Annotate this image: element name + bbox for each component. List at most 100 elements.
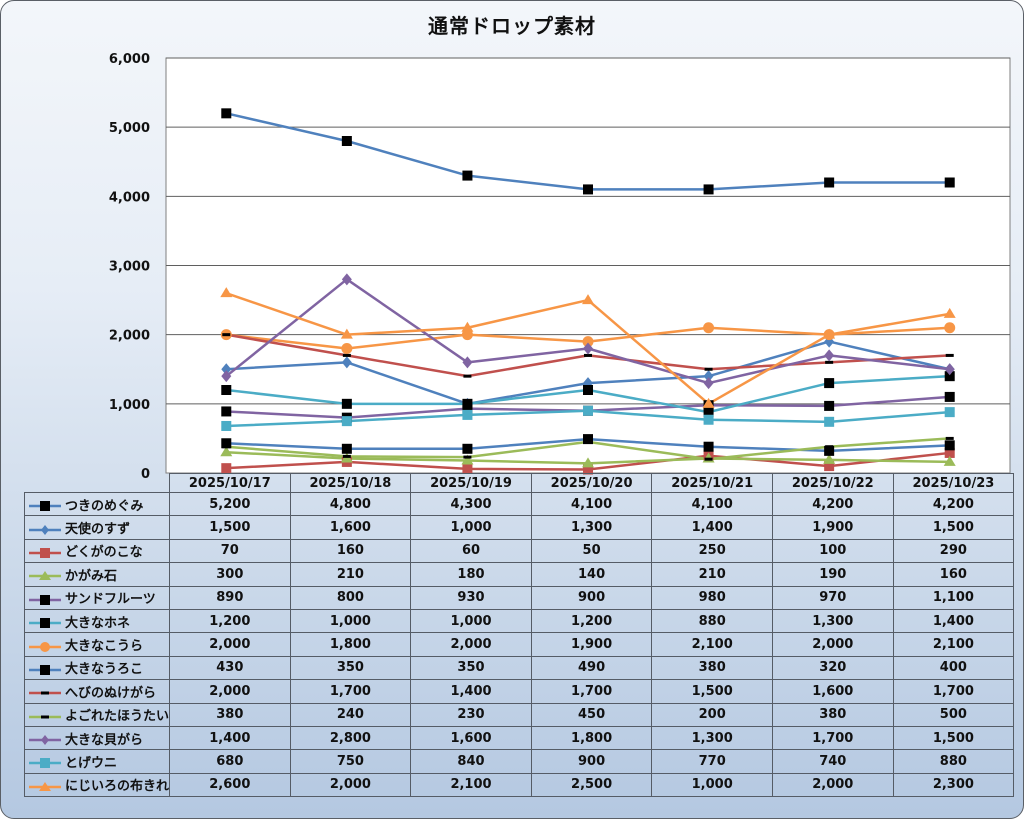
data-point xyxy=(824,378,835,389)
data-point xyxy=(583,464,593,475)
table-cell: 930 xyxy=(410,585,532,610)
table-cell: 1,300 xyxy=(651,725,773,751)
table-cell: 490 xyxy=(530,655,653,681)
legend-entry: かがみ石 xyxy=(23,562,171,587)
legend-key-icon xyxy=(29,571,61,581)
table-cell: 250 xyxy=(651,538,773,564)
data-point xyxy=(703,407,714,418)
table-cell: 4,800 xyxy=(289,491,412,517)
data-point xyxy=(221,108,232,119)
data-point xyxy=(824,349,835,362)
data-point xyxy=(461,321,474,332)
series-name: にじいろの布きれ xyxy=(65,779,170,795)
data-point xyxy=(824,177,835,188)
table-cell: 2,100 xyxy=(651,632,773,657)
table-cell: 1,000 xyxy=(410,608,532,634)
table-cell: 1,200 xyxy=(530,608,653,634)
y-tick-label: 1,000 xyxy=(109,398,150,413)
table-cell: 680 xyxy=(169,749,291,774)
data-point xyxy=(341,443,352,454)
legend-key-icon xyxy=(29,781,61,791)
data-point xyxy=(703,441,714,452)
legend-entry: 天使のすず xyxy=(23,515,171,540)
data-point xyxy=(340,328,353,339)
x-tick-label: 2025/10/23 xyxy=(892,473,1015,493)
table-cell: 1,500 xyxy=(892,515,1015,540)
data-point xyxy=(944,371,955,382)
data-point xyxy=(824,400,835,411)
data-point xyxy=(703,322,715,334)
table-cell: 1,700 xyxy=(289,679,412,704)
legend-key-icon xyxy=(29,547,61,558)
legend-key-icon xyxy=(29,691,61,695)
table-cell: 300 xyxy=(169,562,291,587)
data-point xyxy=(341,273,352,286)
data-point xyxy=(824,461,835,472)
data-point xyxy=(341,416,352,427)
table-cell: 1,900 xyxy=(530,632,653,657)
table-cell: 1,000 xyxy=(410,515,532,540)
data-table: 2025/10/17 2025/10/18 2025/10/19 2025/10/20… xyxy=(23,473,1015,798)
data-point xyxy=(825,360,834,364)
series-name: 大きなこうら xyxy=(65,639,144,655)
data-point xyxy=(583,184,593,195)
series-name: 大きな貝がら xyxy=(65,732,144,748)
table-cell: 230 xyxy=(410,702,532,727)
y-tick-label: 4,000 xyxy=(109,190,150,205)
data-point xyxy=(341,136,352,146)
table-cell: 4,300 xyxy=(410,491,532,517)
series-name: かがみ石 xyxy=(65,568,118,584)
table-row: かがみ石 300 210 180 140 210 190 160 xyxy=(23,562,1015,587)
table-cell: 5,200 xyxy=(169,491,291,517)
table-cell: 840 xyxy=(410,749,532,774)
table-row: にじいろの布きれ 2,600 2,000 2,100 2,500 1,000 2,000 2,… xyxy=(23,772,1015,798)
table-row: 大きなホネ 1,200 1,000 1,000 1,200 880 1,300 1,400 xyxy=(23,608,1015,634)
y-tick-label: 3,000 xyxy=(109,260,150,275)
table-cell: 380 xyxy=(651,655,773,681)
x-tick-label: 2025/10/20 xyxy=(530,473,653,493)
table-cell: 1,000 xyxy=(289,608,412,634)
data-point xyxy=(221,385,232,395)
table-cell: 290 xyxy=(892,538,1015,564)
table-header-row: 2025/10/17 2025/10/18 2025/10/19 2025/10/20… xyxy=(24,473,1015,493)
table-cell: 2,600 xyxy=(169,772,291,798)
table-cell: 800 xyxy=(289,585,412,610)
table-cell: 1,400 xyxy=(651,515,773,540)
table-cell: 1,500 xyxy=(651,679,773,704)
legend-entry: どくがのこな xyxy=(23,538,171,564)
table-cell: 1,800 xyxy=(530,725,653,751)
table-cell: 750 xyxy=(289,749,412,774)
table-cell: 890 xyxy=(169,585,291,610)
legend-key-icon xyxy=(29,594,61,605)
table-cell: 1,300 xyxy=(771,608,894,634)
data-point xyxy=(221,438,232,449)
table-cell: 1,500 xyxy=(892,725,1015,751)
data-point xyxy=(462,170,473,181)
table-cell: 100 xyxy=(771,538,894,564)
data-point xyxy=(944,447,955,458)
series-name: サンドフルーツ xyxy=(65,592,156,608)
table-cell: 4,100 xyxy=(530,491,653,517)
series-name: とげウニ xyxy=(65,755,118,771)
legend-entry: 大きなこうら xyxy=(23,632,171,657)
table-cell: 350 xyxy=(289,655,412,681)
data-point xyxy=(462,443,473,454)
table-cell: 1,900 xyxy=(771,515,894,540)
data-point xyxy=(945,436,954,440)
table-cell: 60 xyxy=(410,538,532,564)
table-cell: 2,000 xyxy=(169,679,291,704)
table-cell: 900 xyxy=(530,585,653,610)
table-cell: 1,800 xyxy=(289,632,412,657)
table-corner xyxy=(24,473,171,493)
table-cell: 160 xyxy=(289,538,412,564)
table-cell: 320 xyxy=(771,655,894,681)
data-point xyxy=(463,374,472,378)
table-row: サンドフルーツ 890 800 930 900 980 970 1,100 xyxy=(23,585,1015,610)
data-point xyxy=(584,440,592,444)
data-point xyxy=(220,287,233,298)
table-cell: 2,000 xyxy=(410,632,532,657)
data-point xyxy=(823,328,836,339)
data-point xyxy=(342,353,351,357)
table-row: 天使のすず 1,500 1,600 1,000 1,300 1,400 1,900 1,500 xyxy=(23,515,1015,540)
legend-key-icon xyxy=(29,715,61,719)
